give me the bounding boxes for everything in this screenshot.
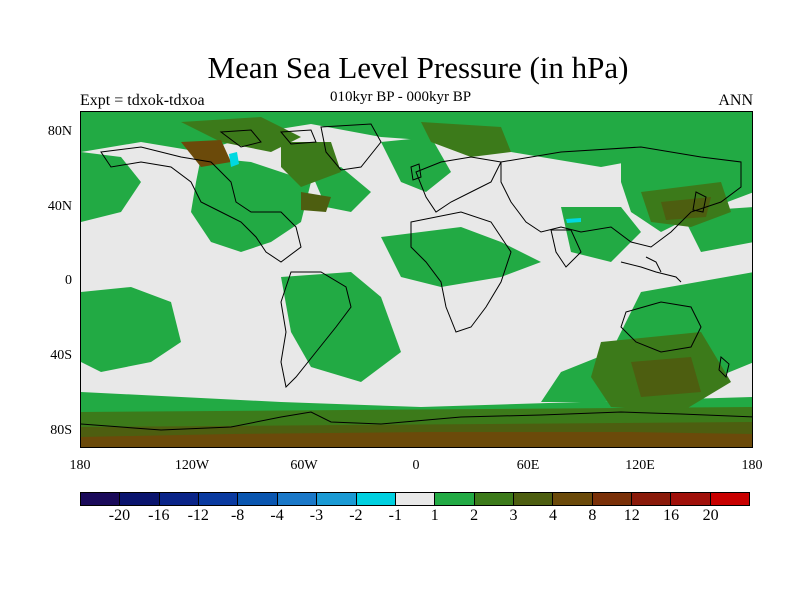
legend-label: 3 (509, 507, 518, 524)
lat-tick-80s: 80S (50, 423, 72, 438)
pressure-map-svg (81, 112, 752, 447)
map-title: Mean Sea Level Pressure (in hPa) (207, 50, 629, 85)
lat-tick-0: 0 (65, 273, 72, 288)
legend-swatch (317, 493, 357, 505)
lat-tick-80n: 80N (47, 124, 72, 139)
brown-regions (81, 140, 752, 447)
legend-swatch (395, 493, 436, 505)
legend-swatch (553, 493, 593, 505)
legend-label: 16 (663, 507, 680, 524)
legend-label: -1 (388, 507, 402, 524)
lon-tick-180e: 180 (741, 458, 763, 473)
lon-tick-120e: 120E (625, 458, 655, 473)
legend-swatch (710, 493, 750, 505)
legend-label: 1 (430, 507, 439, 524)
legend-label: -3 (309, 507, 324, 524)
legend-swatch (671, 493, 711, 505)
legend-swatch (435, 493, 475, 505)
legend-label: 2 (470, 507, 479, 524)
legend-label: 4 (548, 507, 557, 524)
green-regions (81, 112, 752, 447)
legend-label: -16 (148, 507, 170, 524)
legend-swatch (159, 493, 200, 505)
lon-tick-60w: 60W (290, 458, 318, 473)
legend-swatch (277, 493, 318, 505)
legend-swatch (592, 493, 633, 505)
legend-label: -8 (230, 507, 245, 524)
legend-swatch (632, 493, 672, 505)
time-range-label: 010kyr BP - 000kyr BP (330, 89, 472, 105)
legend-swatch (513, 493, 554, 505)
lat-tick-40n: 40N (47, 199, 72, 214)
lon-tick-60e: 60E (516, 458, 540, 473)
lon-tick-180w: 180 (69, 458, 91, 473)
legend-label: -12 (187, 507, 209, 524)
lat-tick-40s: 40S (50, 348, 72, 363)
legend-swatch (238, 493, 278, 505)
legend-swatch (474, 493, 514, 505)
color-legend (80, 492, 750, 506)
lon-tick-120w: 120W (174, 458, 210, 473)
legend-label: -4 (270, 507, 284, 524)
legend-label: 8 (588, 507, 597, 524)
legend-swatch (199, 493, 239, 505)
legend-label: -20 (108, 507, 131, 524)
lon-tick-0: 0 (412, 458, 420, 473)
legend-swatch (120, 493, 160, 505)
legend-label: 12 (623, 507, 640, 524)
legend-swatch (81, 493, 121, 505)
legend-label: -2 (349, 507, 363, 524)
pressure-map (80, 111, 753, 448)
cyan-spots (229, 152, 581, 223)
coastlines (81, 123, 752, 431)
legend-swatch (356, 493, 396, 505)
legend-label: 20 (702, 507, 719, 524)
season-label: ANN (718, 92, 753, 109)
experiment-label: Expt = tdxok-tdxoa (80, 92, 205, 109)
